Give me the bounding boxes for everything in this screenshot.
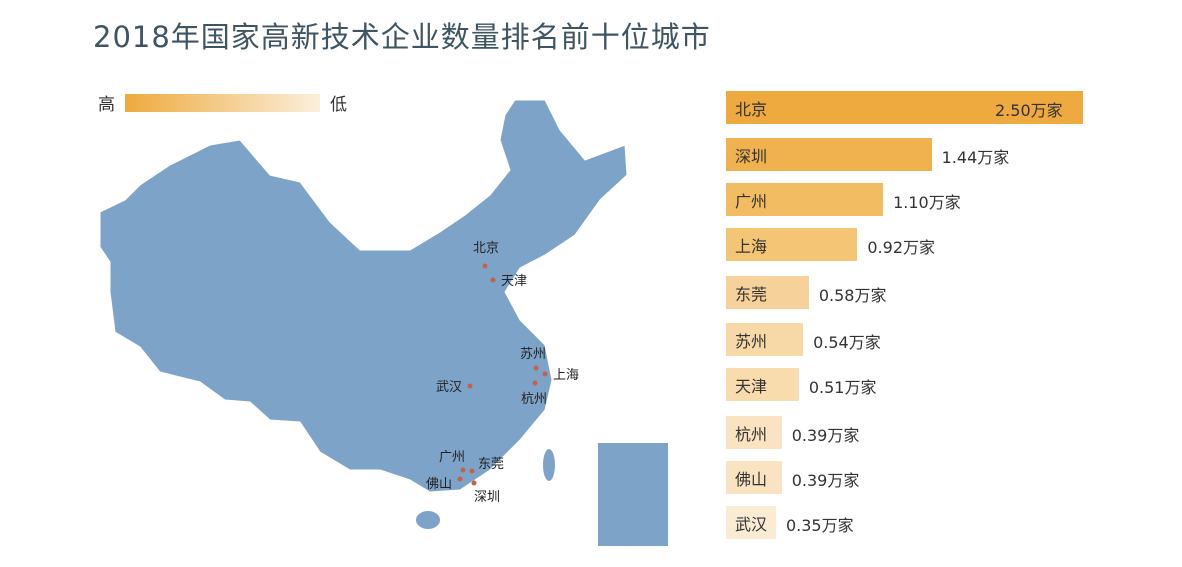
bar-label: 佛山 bbox=[735, 469, 768, 489]
city-dot bbox=[532, 380, 538, 386]
bar-4: 东莞 bbox=[726, 276, 809, 309]
city-label: 杭州 bbox=[521, 392, 547, 407]
bar-value-label: 1.44万家 bbox=[941, 148, 1010, 167]
bar-3: 上海 bbox=[726, 228, 858, 261]
city-label: 上海 bbox=[553, 368, 579, 383]
bar-label: 广州 bbox=[735, 191, 768, 211]
city-label: 深圳 bbox=[474, 490, 500, 505]
city-dot bbox=[457, 476, 463, 482]
bar-value-label: 1.10万家 bbox=[893, 193, 961, 212]
city-label: 武汉 bbox=[436, 380, 462, 395]
legend-low-label: 低 bbox=[330, 95, 347, 115]
bar-value-label: 0.58万家 bbox=[818, 286, 887, 305]
city-dot bbox=[490, 277, 496, 283]
city-dot bbox=[469, 468, 475, 474]
map-mainland bbox=[99, 99, 628, 493]
bar-label: 苏州 bbox=[735, 331, 768, 351]
bar-label: 深圳 bbox=[735, 146, 768, 166]
bar-value-label: 2.50万家 bbox=[995, 101, 1063, 120]
city-dot bbox=[460, 467, 466, 473]
map-taiwan bbox=[543, 449, 555, 481]
bar-label: 上海 bbox=[735, 236, 768, 256]
city-label: 北京 bbox=[473, 241, 499, 256]
bar-label: 杭州 bbox=[735, 424, 768, 444]
city-label: 广州 bbox=[439, 450, 465, 465]
bar-value-label: 0.39万家 bbox=[791, 471, 860, 490]
bar-label: 天津 bbox=[735, 376, 768, 396]
bar-0: 北京 bbox=[726, 91, 1083, 124]
city-dot bbox=[471, 480, 477, 486]
bar-value-label: 0.51万家 bbox=[808, 378, 877, 397]
city-dot bbox=[467, 383, 473, 389]
bar-value-label: 0.39万家 bbox=[791, 426, 860, 445]
map-hainan bbox=[416, 511, 440, 529]
city-dot bbox=[482, 263, 488, 269]
bar-value-label: 0.35万家 bbox=[785, 516, 854, 535]
legend-gradient bbox=[125, 93, 320, 112]
bar-5: 苏州 bbox=[726, 323, 804, 356]
bar-9: 武汉 bbox=[726, 506, 776, 539]
city-label: 苏州 bbox=[520, 346, 546, 362]
map-south-sea-inset bbox=[598, 443, 668, 546]
legend-high-label: 高 bbox=[98, 95, 115, 115]
bar-8: 佛山 bbox=[726, 461, 782, 494]
chart-title: 2018年国家高新技术企业数量排名前十位城市 bbox=[93, 20, 711, 54]
city-dot bbox=[542, 371, 548, 377]
city-label: 天津 bbox=[501, 274, 527, 289]
bar-1: 深圳 bbox=[726, 138, 932, 171]
bar-value-label: 0.92万家 bbox=[867, 238, 936, 257]
city-dot bbox=[533, 365, 539, 371]
city-label: 东莞 bbox=[478, 457, 504, 472]
bar-value-label: 0.54万家 bbox=[813, 333, 881, 352]
bar-6: 天津 bbox=[726, 368, 799, 401]
bar-7: 杭州 bbox=[726, 416, 782, 449]
bar-2: 广州 bbox=[726, 183, 884, 216]
bar-label: 武汉 bbox=[735, 514, 768, 534]
bar-label: 东莞 bbox=[735, 284, 768, 304]
color-legend: 高 低 bbox=[98, 90, 347, 115]
bar-label: 北京 bbox=[735, 99, 768, 119]
city-label: 佛山 bbox=[426, 477, 452, 492]
